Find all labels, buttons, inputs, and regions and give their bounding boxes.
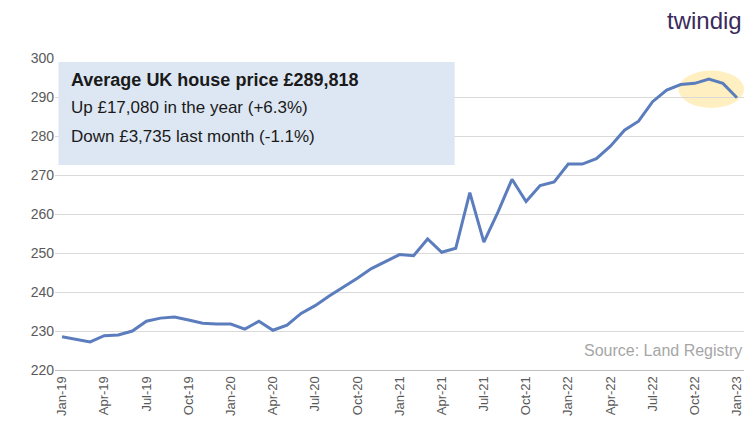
svg-text:Jul-20: Jul-20 <box>307 376 322 411</box>
svg-text:Average UK house price £289,81: Average UK house price £289,818 <box>71 70 358 90</box>
svg-text:240: 240 <box>31 284 55 300</box>
svg-text:Jul-22: Jul-22 <box>645 376 660 411</box>
svg-text:Apr-22: Apr-22 <box>603 376 618 415</box>
svg-text:Oct-22: Oct-22 <box>687 376 702 415</box>
svg-text:250: 250 <box>31 245 55 261</box>
svg-text:220: 220 <box>31 362 55 378</box>
svg-text:Jan-22: Jan-22 <box>560 376 575 416</box>
svg-text:260: 260 <box>31 206 55 222</box>
svg-text:twindig: twindig <box>667 7 742 34</box>
svg-text:Oct-20: Oct-20 <box>350 376 365 415</box>
svg-text:Apr-20: Apr-20 <box>265 376 280 415</box>
svg-text:Jul-19: Jul-19 <box>139 376 154 411</box>
svg-text:Down £3,735 last month (-1.1%): Down £3,735 last month (-1.1%) <box>71 127 315 146</box>
svg-text:Oct-19: Oct-19 <box>181 376 196 415</box>
svg-text:Jan-23: Jan-23 <box>729 376 744 416</box>
svg-text:Jan-21: Jan-21 <box>392 376 407 416</box>
svg-text:Apr-19: Apr-19 <box>96 376 111 415</box>
svg-text:Apr-21: Apr-21 <box>434 376 449 415</box>
svg-text:Up £17,080 in the year (+6.3%): Up £17,080 in the year (+6.3%) <box>71 98 308 117</box>
svg-text:Oct-21: Oct-21 <box>518 376 533 415</box>
svg-text:Jul-21: Jul-21 <box>476 376 491 411</box>
svg-text:300: 300 <box>31 50 55 66</box>
svg-text:Jan-19: Jan-19 <box>54 376 69 416</box>
svg-text:Jan-20: Jan-20 <box>223 376 238 416</box>
svg-text:290: 290 <box>31 89 55 105</box>
svg-text:280: 280 <box>31 128 55 144</box>
svg-text:230: 230 <box>31 323 55 339</box>
svg-text:Source: Land Registry: Source: Land Registry <box>584 342 742 359</box>
svg-text:270: 270 <box>31 167 55 183</box>
